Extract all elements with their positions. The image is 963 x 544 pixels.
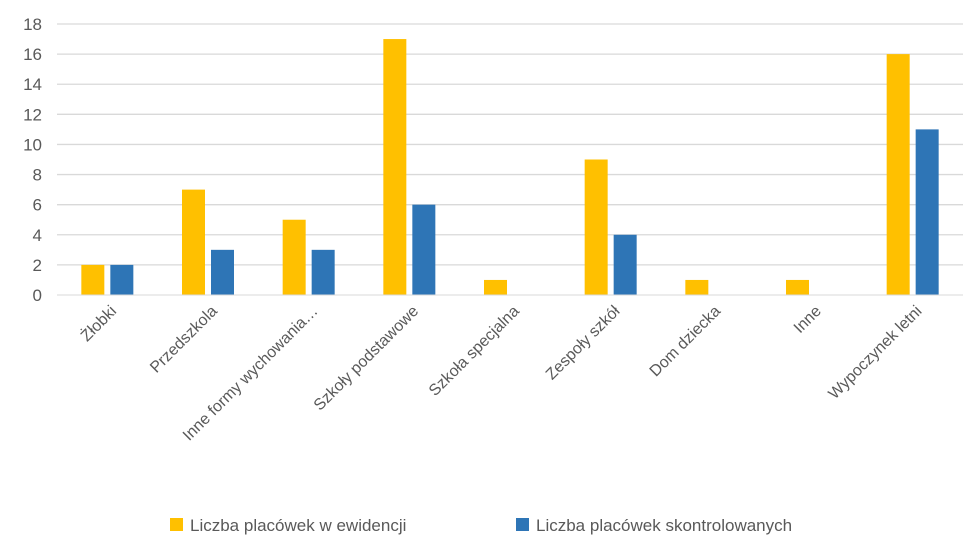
legend-swatch-skontrolowane [516,518,529,531]
legend-swatch-ewidencja [170,518,183,531]
bar-ewidencja-7 [786,279,809,295]
bar-ewidencja-3 [383,39,407,295]
y-tick-label: 8 [33,166,42,185]
bars [81,39,939,295]
bar-ewidencja-4 [484,279,507,295]
bar-ewidencja-5 [584,159,608,295]
category-label: Żłobki [77,301,121,345]
category-label: Szkoła specjalna [426,303,523,400]
category-label: Przedszkola [147,303,221,377]
bar-skontrolowane-1 [211,249,234,295]
y-tick-label: 0 [33,286,42,305]
y-tick-label: 10 [23,135,42,154]
y-tick-label: 2 [33,256,42,275]
legend-label-ewidencja: Liczba placówek w ewidencji [190,516,406,535]
y-tick-label: 12 [23,105,42,124]
category-label: Inne [791,303,825,337]
bar-skontrolowane-2 [311,249,335,295]
y-tick-label: 6 [33,196,42,215]
bar-ewidencja-2 [282,219,306,295]
category-label: Zespoły szkół [543,302,624,383]
bar-ewidencja-6 [685,279,709,295]
bar-ewidencja-8 [886,54,910,295]
y-tick-label: 14 [23,75,42,94]
legend: Liczba placówek w ewidencji Liczba placó… [170,516,792,535]
bar-ewidencja-0 [81,264,105,295]
bar-skontrolowane-5 [613,234,637,295]
bar-ewidencja-1 [182,189,205,295]
bar-skontrolowane-3 [412,204,436,295]
category-label: Szkoły podstawowe [311,303,422,414]
category-label: Wypoczynek letni [826,303,926,403]
bar-skontrolowane-0 [110,264,134,295]
y-axis-ticks: 0 2 4 6 8 10 12 14 16 18 [23,15,42,305]
bar-skontrolowane-8 [915,129,939,295]
legend-label-skontrolowane: Liczba placówek skontrolowanych [536,516,792,535]
y-tick-label: 16 [23,45,42,64]
y-tick-label: 4 [33,226,42,245]
y-tick-label: 18 [23,15,42,34]
category-label: Dom dziecka [647,303,724,380]
gridlines [57,23,963,266]
